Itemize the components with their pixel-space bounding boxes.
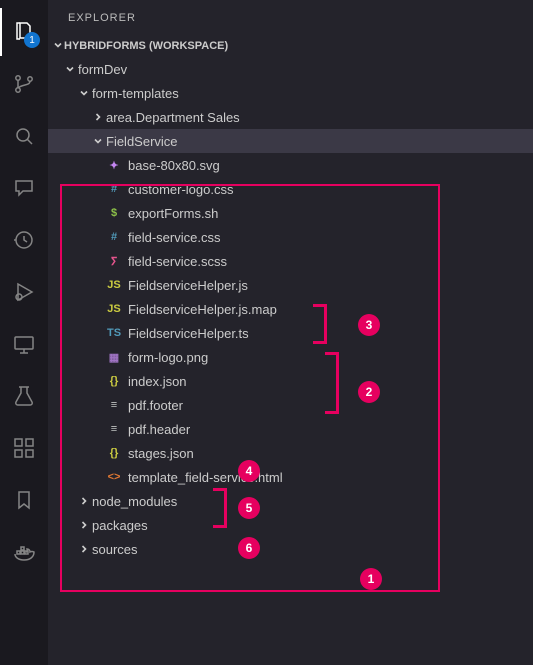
js-file-icon: JS	[106, 301, 122, 317]
folder-packages[interactable]: packages	[48, 513, 533, 537]
css-file-icon: #	[106, 229, 122, 245]
branch-icon	[12, 72, 36, 96]
folder-node-modules[interactable]: node_modules	[48, 489, 533, 513]
css-file-icon: #	[106, 181, 122, 197]
workspace-section-label: HYBRIDFORMS (WORKSPACE)	[64, 40, 228, 52]
file-label: field-service.scss	[128, 254, 227, 269]
file-row[interactable]: <> template_field-service.html	[48, 465, 533, 489]
activity-scm[interactable]	[0, 60, 48, 108]
folder-label: sources	[92, 542, 138, 557]
file-row[interactable]: # field-service.css	[48, 225, 533, 249]
file-label: stages.json	[128, 446, 194, 461]
debug-icon	[12, 280, 36, 304]
chevron-right-icon	[90, 109, 106, 125]
file-label: customer-logo.css	[128, 182, 233, 197]
file-label: pdf.header	[128, 422, 190, 437]
activity-bar: 1	[0, 0, 48, 665]
folder-label: formDev	[78, 62, 127, 77]
file-row[interactable]: TS FieldserviceHelper.ts	[48, 321, 533, 345]
txt-file-icon: ≡	[106, 421, 122, 437]
file-row[interactable]: ✦ base-80x80.svg	[48, 153, 533, 177]
sidebar-title: EXPLORER	[48, 0, 533, 35]
file-tree: formDev form-templates area.Department S…	[48, 57, 533, 665]
file-row[interactable]: ⵢ field-service.scss	[48, 249, 533, 273]
file-label: FieldserviceHelper.js	[128, 278, 248, 293]
txt-file-icon: ≡	[106, 397, 122, 413]
activity-remote[interactable]	[0, 320, 48, 368]
file-label: FieldserviceHelper.ts	[128, 326, 249, 341]
file-row[interactable]: # customer-logo.css	[48, 177, 533, 201]
ts-file-icon: TS	[106, 325, 122, 341]
file-row[interactable]: $ exportForms.sh	[48, 201, 533, 225]
folder-label: area.Department Sales	[106, 110, 240, 125]
json-file-icon: {}	[106, 373, 122, 389]
activity-explorer[interactable]: 1	[0, 8, 48, 56]
html-file-icon: <>	[106, 469, 122, 485]
chevron-right-icon	[76, 541, 92, 557]
chevron-down-icon	[76, 85, 92, 101]
activity-testing[interactable]	[0, 372, 48, 420]
file-label: field-service.css	[128, 230, 220, 245]
activity-chat[interactable]	[0, 164, 48, 212]
file-row[interactable]: JS FieldserviceHelper.js	[48, 273, 533, 297]
file-row[interactable]: JS FieldserviceHelper.js.map	[48, 297, 533, 321]
file-label: index.json	[128, 374, 187, 389]
folder-sources[interactable]: sources	[48, 537, 533, 561]
chevron-down-icon	[90, 133, 106, 149]
file-label: template_field-service.html	[128, 470, 283, 485]
chevron-down-icon	[52, 39, 64, 54]
svg-file-icon: ✦	[106, 157, 122, 173]
file-row[interactable]: ▦ form-logo.png	[48, 345, 533, 369]
chat-icon	[12, 176, 36, 200]
file-row[interactable]: ≡ pdf.footer	[48, 393, 533, 417]
file-label: pdf.footer	[128, 398, 183, 413]
file-label: FieldserviceHelper.js.map	[128, 302, 277, 317]
beaker-icon	[12, 384, 36, 408]
chevron-right-icon	[76, 493, 92, 509]
docker-icon	[12, 540, 36, 564]
folder-label: node_modules	[92, 494, 177, 509]
folder-fieldservice[interactable]: FieldService	[48, 129, 533, 153]
json-file-icon: {}	[106, 445, 122, 461]
history-icon	[12, 228, 36, 252]
search-icon	[12, 124, 36, 148]
chevron-down-icon	[62, 61, 78, 77]
scss-file-icon: ⵢ	[106, 253, 122, 269]
extensions-icon	[12, 436, 36, 460]
file-label: exportForms.sh	[128, 206, 218, 221]
folder-label: form-templates	[92, 86, 179, 101]
folder-formdev[interactable]: formDev	[48, 57, 533, 81]
folder-form-templates[interactable]: form-templates	[48, 81, 533, 105]
folder-label: FieldService	[106, 134, 178, 149]
sh-file-icon: $	[106, 205, 122, 221]
js-file-icon: JS	[106, 277, 122, 293]
activity-search[interactable]	[0, 112, 48, 160]
activity-docker[interactable]	[0, 528, 48, 576]
folder-label: packages	[92, 518, 148, 533]
file-row[interactable]: {} stages.json	[48, 441, 533, 465]
explorer-sidebar: EXPLORER HYBRIDFORMS (WORKSPACE) formDev…	[48, 0, 533, 665]
explorer-badge: 1	[24, 32, 40, 48]
activity-timeline[interactable]	[0, 216, 48, 264]
file-list: ✦ base-80x80.svg # customer-logo.css $ export…	[48, 153, 533, 489]
remote-icon	[12, 332, 36, 356]
activity-debug[interactable]	[0, 268, 48, 316]
file-label: base-80x80.svg	[128, 158, 220, 173]
workspace-section-header[interactable]: HYBRIDFORMS (WORKSPACE)	[48, 35, 533, 57]
file-row[interactable]: {} index.json	[48, 369, 533, 393]
chevron-right-icon	[76, 517, 92, 533]
file-row[interactable]: ≡ pdf.header	[48, 417, 533, 441]
folder-area-department[interactable]: area.Department Sales	[48, 105, 533, 129]
img-file-icon: ▦	[106, 349, 122, 365]
activity-bookmark[interactable]	[0, 476, 48, 524]
bookmark-icon	[12, 488, 36, 512]
file-label: form-logo.png	[128, 350, 208, 365]
activity-extensions[interactable]	[0, 424, 48, 472]
